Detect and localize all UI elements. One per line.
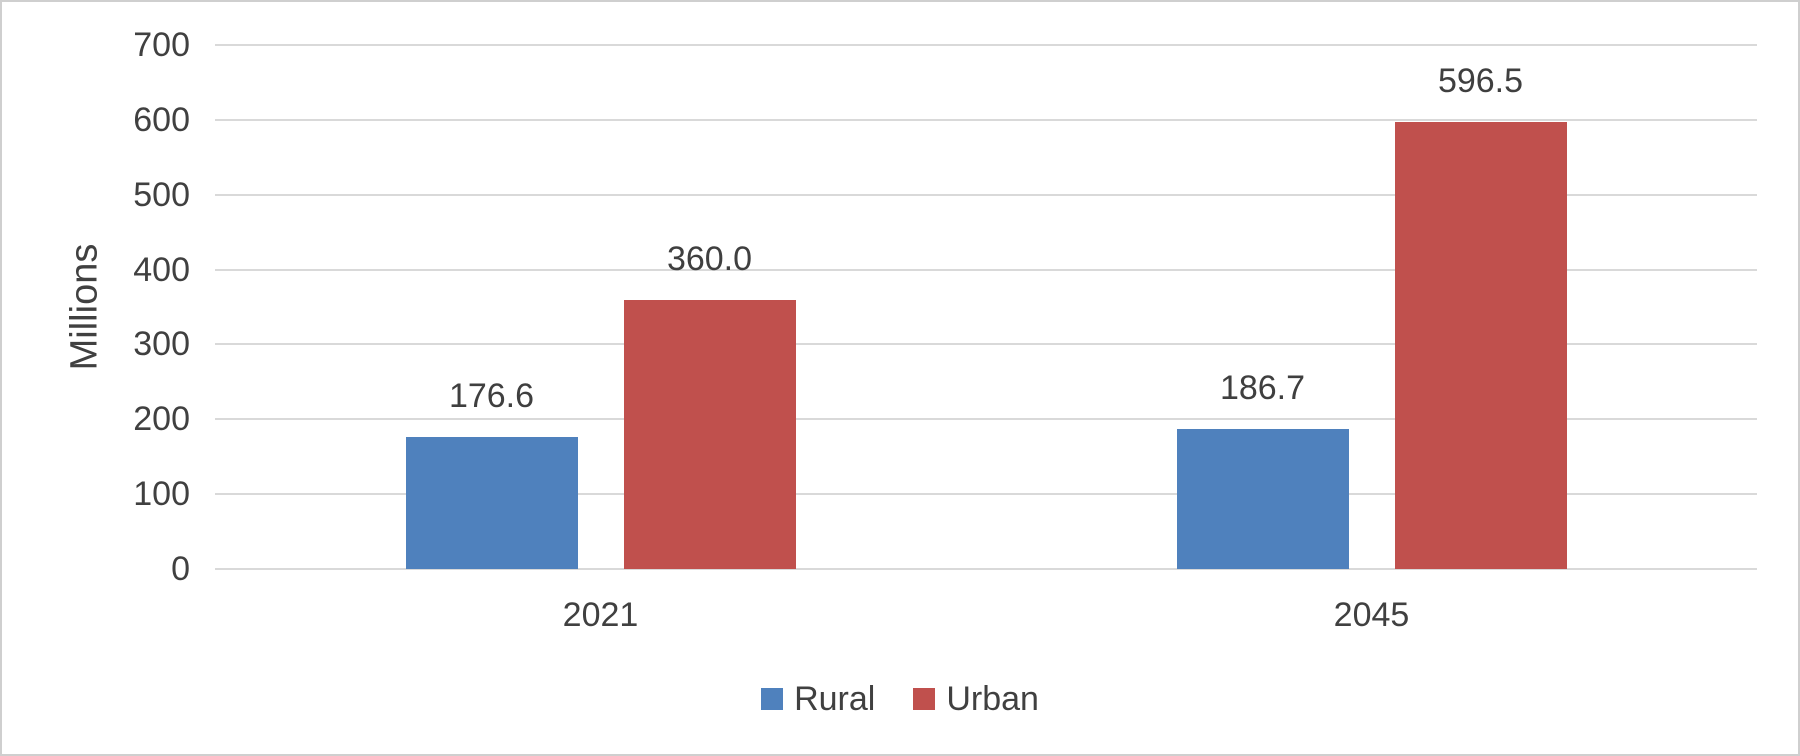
legend-swatch-rural	[761, 688, 784, 710]
y-tick-label: 300	[133, 325, 190, 364]
y-tick-label: 700	[133, 26, 190, 64]
gridline	[215, 118, 1757, 121]
bar-urban-2045	[1394, 122, 1567, 569]
y-tick-label: 0	[171, 550, 190, 588]
y-tick-label: 100	[133, 475, 190, 514]
x-axis-label-2045: 2045	[1333, 596, 1410, 634]
data-label-urban-2021: 360.0	[666, 239, 753, 278]
gridline	[215, 268, 1757, 271]
y-tick-label: 200	[133, 400, 190, 439]
x-axis-label-2021: 2021	[562, 596, 639, 634]
gridline	[215, 343, 1757, 346]
legend-item-urban: Urban	[913, 680, 1039, 718]
data-label-rural-2045: 186.7	[1219, 369, 1306, 408]
data-label-rural-2021: 176.6	[448, 376, 535, 415]
gridline	[215, 493, 1757, 496]
legend-item-rural: Rural	[761, 680, 875, 718]
y-tick-label: 500	[133, 175, 190, 214]
legend-swatch-urban	[913, 688, 936, 710]
legend-label-urban: Urban	[946, 680, 1039, 718]
gridline	[215, 418, 1757, 421]
bar-rural-2021	[405, 436, 578, 569]
legend-label-rural: Rural	[794, 680, 876, 718]
legend: Rural Urban	[2, 680, 1798, 718]
y-tick-label: 600	[133, 100, 190, 139]
gridline	[215, 44, 1757, 46]
gridline	[215, 568, 1757, 570]
gridline	[215, 193, 1757, 196]
y-tick-label: 400	[133, 250, 190, 289]
bar-rural-2045	[1176, 429, 1349, 569]
bar-urban-2021	[623, 299, 796, 569]
data-label-urban-2045: 596.5	[1437, 62, 1524, 101]
